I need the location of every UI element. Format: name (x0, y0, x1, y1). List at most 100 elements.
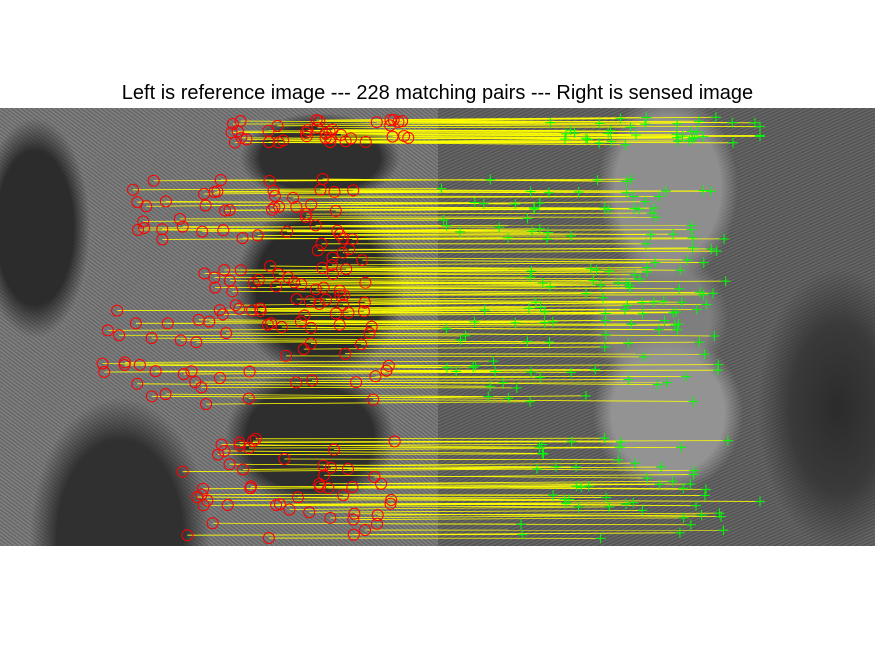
circle-icon (315, 237, 328, 250)
plus-icon (662, 377, 673, 388)
plus-icon (641, 112, 652, 123)
plus-icon (713, 359, 724, 370)
circle-icon (217, 224, 230, 237)
circle-icon (209, 281, 222, 294)
circle-icon (305, 198, 318, 211)
match-overlay (96, 112, 765, 545)
match-line (319, 118, 621, 122)
circle-icon (385, 493, 398, 506)
plus-icon (539, 317, 550, 328)
circle-icon (98, 365, 111, 378)
match-line (322, 267, 681, 271)
circle-icon (316, 261, 329, 274)
match-line (183, 371, 532, 375)
circle-icon (147, 174, 160, 187)
circle-icon (326, 268, 339, 281)
circle-icon (271, 119, 284, 132)
match-line (354, 513, 722, 518)
circle-icon (156, 233, 169, 246)
plus-icon (671, 307, 682, 318)
plus-icon (529, 204, 540, 215)
plus-icon (676, 442, 687, 453)
circle-icon (303, 295, 316, 308)
plus-icon (470, 360, 481, 371)
plus-icon (623, 338, 634, 349)
match-line (165, 393, 489, 397)
plus-icon (580, 390, 591, 401)
match-line (219, 376, 541, 379)
circle-icon (316, 173, 329, 186)
match-line (285, 355, 644, 358)
circle-icon (359, 524, 372, 537)
plus-icon (547, 316, 558, 327)
circle-icon (287, 191, 300, 204)
plus-icon (671, 129, 682, 140)
circle-icon (254, 302, 267, 315)
plus-icon (522, 336, 533, 347)
plus-icon (698, 257, 709, 268)
plus-icon (682, 254, 693, 265)
plus-icon (534, 197, 545, 208)
circle-icon (329, 307, 342, 320)
circle-icon (357, 305, 370, 318)
plus-icon (551, 461, 562, 472)
plus-icon (755, 121, 765, 132)
plus-icon (545, 117, 556, 128)
match-line (371, 324, 676, 328)
plus-icon (714, 508, 725, 519)
circle-icon (339, 135, 352, 148)
plus-icon (693, 116, 704, 127)
plus-icon (483, 391, 494, 402)
match-line (319, 480, 673, 485)
plus-icon (530, 297, 541, 308)
match-line (132, 188, 442, 191)
circle-icon (270, 280, 283, 293)
match-line (151, 337, 461, 341)
plus-icon (469, 197, 480, 208)
plus-icon (595, 533, 606, 544)
plus-icon (623, 374, 634, 385)
plus-icon (438, 215, 449, 226)
plus-icon (755, 130, 765, 141)
plus-icon (566, 367, 577, 378)
circle-icon (283, 503, 296, 516)
circle-icon (329, 205, 342, 218)
plus-icon (640, 119, 651, 130)
match-line (374, 474, 694, 478)
match-line (226, 332, 606, 336)
match-line (143, 219, 444, 222)
plus-icon (676, 297, 687, 308)
plus-icon (668, 229, 679, 240)
plus-icon (656, 462, 667, 473)
circle-icon (313, 297, 326, 310)
circle-icon (281, 225, 294, 238)
plus-icon (525, 396, 536, 407)
plus-icon (684, 135, 695, 146)
plus-icon (689, 132, 700, 143)
circle-icon (398, 129, 411, 142)
circle-icon (225, 126, 238, 139)
circle-icon (145, 332, 158, 345)
circle-icon (340, 263, 353, 276)
plus-icon (621, 187, 632, 198)
circle-icon (355, 338, 368, 351)
circle-icon (189, 376, 202, 389)
plus-icon (522, 213, 533, 224)
match-line (232, 122, 600, 125)
match-line (278, 273, 635, 276)
match-line (270, 265, 591, 270)
plus-icon (687, 242, 698, 253)
circle-icon (215, 438, 228, 451)
plus-icon (478, 198, 489, 209)
circle-icon (375, 477, 388, 490)
circle-icon (213, 371, 226, 384)
circle-icon (226, 118, 239, 131)
circle-icon (346, 233, 359, 246)
circle-icon (264, 260, 277, 273)
match-line (312, 379, 629, 381)
match-line (196, 341, 528, 343)
plus-icon (543, 187, 554, 198)
circle-icon (311, 244, 324, 257)
plus-icon (621, 277, 632, 288)
plus-icon (654, 479, 665, 490)
